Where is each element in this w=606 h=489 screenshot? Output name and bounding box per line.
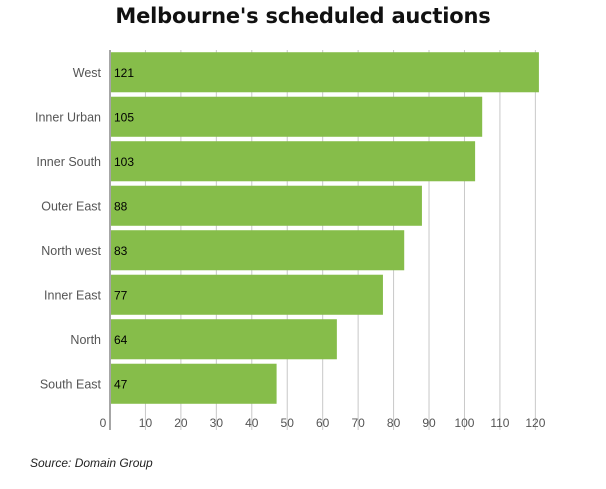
bar-inner-east	[111, 274, 383, 315]
bar-north	[111, 319, 337, 360]
x-tick-label: 20	[174, 416, 188, 430]
bar-outer-east	[111, 185, 422, 226]
x-tick-label: 100	[454, 416, 474, 430]
category-label: North west	[41, 244, 101, 258]
source-note: Source: Domain Group	[30, 456, 153, 470]
data-label: 121	[114, 66, 134, 80]
x-tick-label: 30	[210, 416, 224, 430]
x-tick-label: 40	[245, 416, 259, 430]
x-tick-label: 110	[490, 416, 509, 430]
category-label: West	[73, 66, 102, 80]
x-tick-label: 50	[281, 416, 295, 430]
chart-title: Melbourne's scheduled auctions	[115, 4, 491, 28]
data-label: 103	[114, 155, 134, 169]
category-label: South East	[40, 377, 102, 391]
bar-south-east	[111, 363, 277, 404]
category-label: Outer East	[41, 199, 101, 213]
x-tick-label: 90	[422, 416, 436, 430]
bar-north-west	[111, 230, 405, 271]
bar-west	[111, 52, 539, 93]
x-tick-label: 80	[387, 416, 401, 430]
x-tick-labels: 0 10 20 30 40 50 60 70 80 90 100 110 120	[100, 416, 546, 430]
category-label: Inner Urban	[35, 110, 101, 124]
data-label: 83	[114, 244, 128, 258]
category-label: Inner South	[36, 155, 101, 169]
data-label: 105	[114, 110, 134, 124]
x-tick-label: 10	[139, 416, 153, 430]
x-tick-label: 60	[316, 416, 330, 430]
data-label: 77	[114, 288, 128, 302]
category-labels: West Inner Urban Inner South Outer East Nort…	[35, 66, 102, 392]
data-label: 47	[114, 377, 128, 391]
x-tick-label: 70	[351, 416, 365, 430]
x-tick-label: 0	[100, 416, 107, 430]
bar-inner-urban	[111, 96, 483, 137]
data-label: 64	[114, 333, 128, 347]
x-tick-label: 120	[525, 416, 545, 430]
data-label: 88	[114, 199, 128, 213]
bar-inner-south	[111, 141, 476, 182]
data-labels: 121 105 103 88 83 77 64 47	[114, 66, 134, 392]
category-label: Inner East	[44, 288, 102, 302]
bars	[111, 52, 539, 404]
category-label: North	[70, 333, 101, 347]
